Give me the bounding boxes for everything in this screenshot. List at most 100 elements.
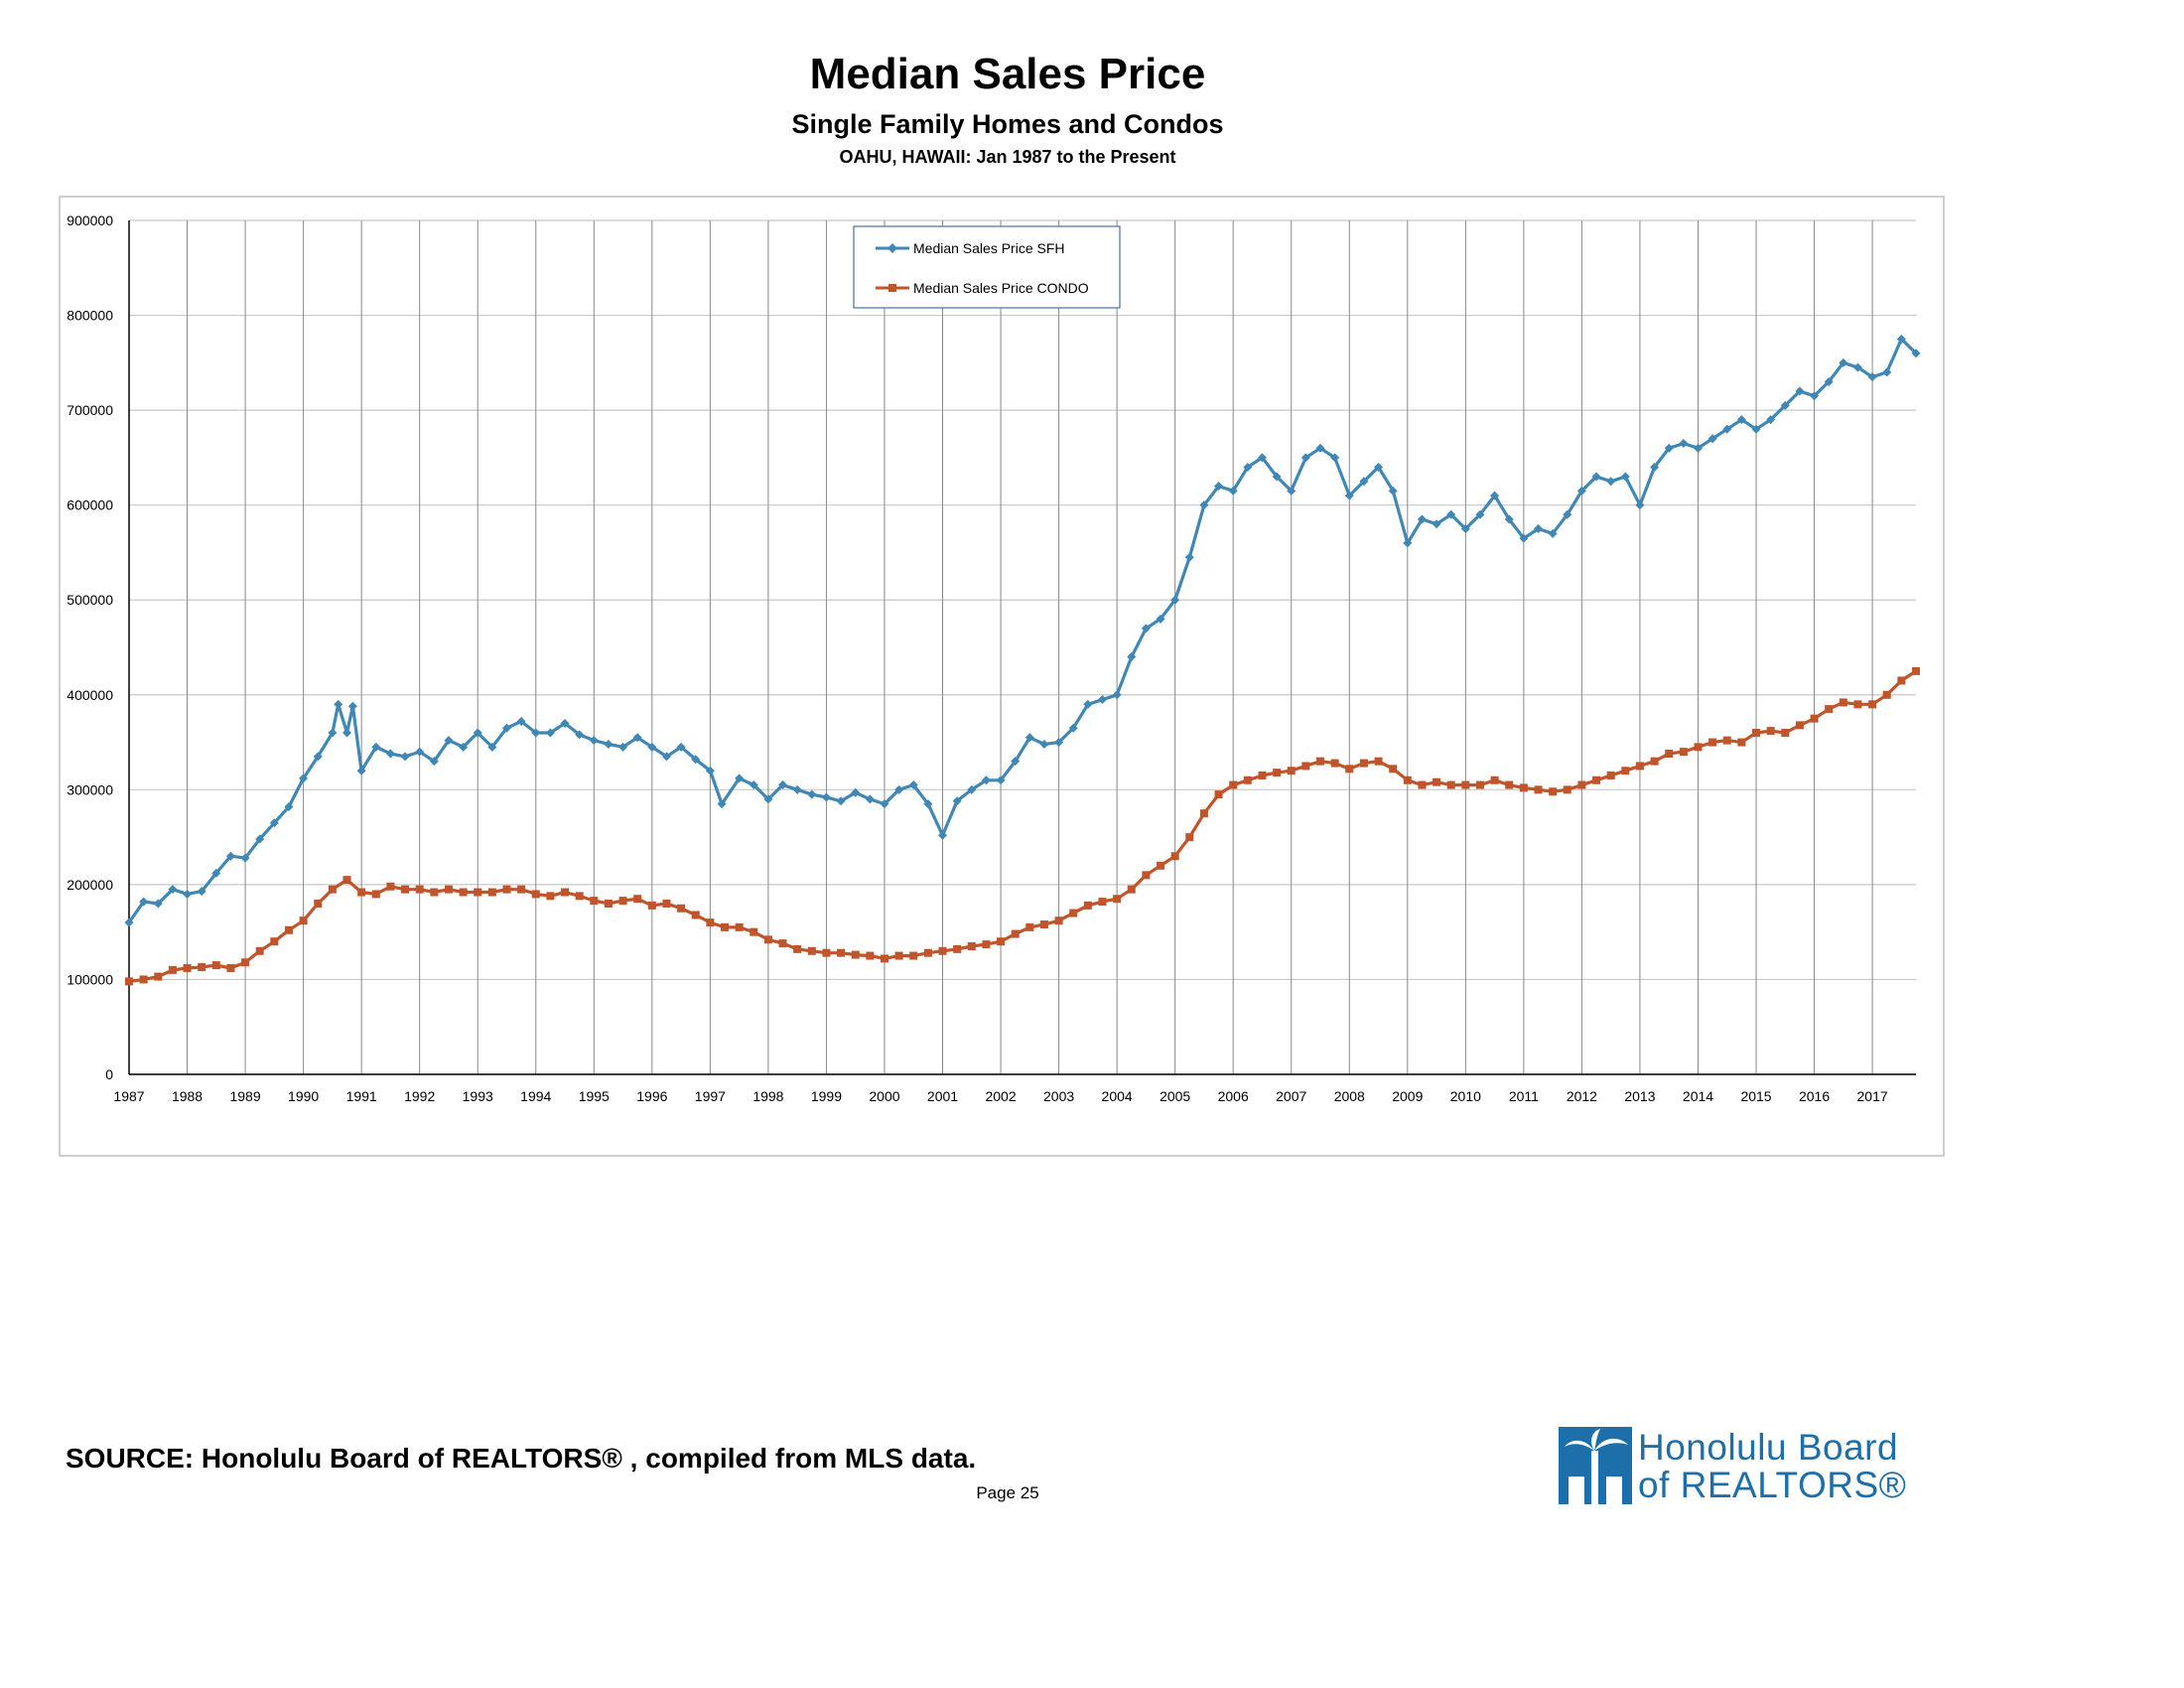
condo-point <box>1157 861 1165 870</box>
x-tick-label: 2005 <box>1160 1088 1190 1104</box>
x-tick-label: 2015 <box>1740 1088 1771 1104</box>
condo-point <box>604 900 613 908</box>
condo-point <box>1098 898 1107 907</box>
sfh-point <box>1751 424 1761 434</box>
sfh-point <box>342 728 352 738</box>
sfh-point <box>1519 533 1529 543</box>
sfh-point <box>1359 477 1369 487</box>
sfh-point <box>952 796 962 806</box>
condo-point <box>1142 871 1151 880</box>
condo-point <box>1665 750 1674 759</box>
sfh-point <box>211 868 221 878</box>
condo-point <box>1243 775 1252 784</box>
sfh-point <box>516 717 526 727</box>
condo-point <box>1912 666 1920 675</box>
sfh-point <box>560 718 570 728</box>
condo-point <box>270 937 279 946</box>
sfh-point <box>1563 509 1572 519</box>
condo-point <box>154 972 163 981</box>
condo-point <box>633 895 642 904</box>
condo-point <box>1345 765 1354 774</box>
sfh-point <box>1068 723 1078 733</box>
sfh-point <box>1896 334 1906 344</box>
condo-point <box>561 888 570 897</box>
sfh-point <box>400 752 410 762</box>
sfh-point <box>1024 733 1034 743</box>
legend-label-condo: Median Sales Price CONDO <box>913 280 1089 296</box>
condo-point <box>1853 700 1862 709</box>
sfh-point <box>531 728 541 738</box>
sfh-point <box>328 728 338 738</box>
sfh-point <box>1606 477 1616 487</box>
sfh-point <box>1054 738 1064 748</box>
sfh-point <box>1504 514 1514 524</box>
sfh-point <box>459 742 469 752</box>
condo-point <box>125 977 133 986</box>
condo-point <box>1374 757 1383 766</box>
sfh-point <box>981 775 991 785</box>
condo-point <box>1752 729 1761 737</box>
sfh-point <box>908 780 918 790</box>
sfh-point <box>1287 486 1297 495</box>
sfh-point <box>1576 486 1586 495</box>
condo-point <box>1577 780 1586 789</box>
x-tick-label: 1988 <box>172 1088 203 1104</box>
sfh-point <box>1693 443 1703 453</box>
y-tick-label: 900000 <box>67 212 113 228</box>
condo-point <box>866 951 875 960</box>
condo-point <box>139 975 148 984</box>
sfh-point <box>347 701 357 711</box>
sfh-point <box>545 728 555 738</box>
condo-point <box>1708 738 1717 747</box>
sfh-point <box>1199 500 1209 510</box>
sfh-point <box>371 742 381 752</box>
condo-point <box>1722 736 1731 745</box>
sfh-point <box>661 752 671 762</box>
x-tick-label: 1990 <box>288 1088 319 1104</box>
sfh-point <box>1097 695 1107 705</box>
condo-point <box>735 922 744 931</box>
condo-point <box>168 965 177 974</box>
palm-tree-icon <box>1559 1427 1632 1504</box>
condo-point <box>1446 780 1455 789</box>
sfh-point <box>1534 524 1544 534</box>
condo-point <box>1025 922 1034 931</box>
sfh-point <box>1460 524 1470 534</box>
legend-marker <box>887 243 897 253</box>
condo-point <box>1766 727 1775 736</box>
condo-point <box>618 897 627 906</box>
sfh-point <box>1011 757 1021 767</box>
condo-point <box>1694 743 1703 752</box>
sfh-point <box>1156 614 1165 624</box>
sfh-point <box>749 780 758 790</box>
sfh-point <box>851 787 861 797</box>
condo-point <box>546 892 555 901</box>
condo-point <box>1490 775 1499 784</box>
condo-point <box>211 961 220 970</box>
sfh-point <box>1170 595 1180 605</box>
condo-point <box>1069 909 1078 917</box>
condo-point <box>1418 780 1427 789</box>
condo-point <box>837 948 846 957</box>
condo-point <box>1592 775 1601 784</box>
sfh-point <box>1620 472 1630 482</box>
sfh-point <box>334 699 343 709</box>
x-tick-label: 1998 <box>752 1088 783 1104</box>
y-tick-label: 100000 <box>67 971 113 987</box>
condo-point <box>880 954 888 963</box>
sfh-point <box>865 794 875 804</box>
condo-point <box>822 948 831 957</box>
condo-point <box>1287 767 1296 775</box>
x-tick-label: 1991 <box>346 1088 377 1104</box>
sfh-point <box>1141 624 1151 633</box>
condo-point <box>997 937 1006 946</box>
condo-point <box>793 944 802 953</box>
sfh-point <box>589 736 599 746</box>
sfh-point <box>1403 538 1413 548</box>
sfh-point <box>735 774 745 783</box>
sfh-point <box>1214 482 1224 492</box>
sfh-point <box>792 784 802 794</box>
chart-frame <box>59 196 1945 1157</box>
sfh-point <box>1707 434 1717 444</box>
sfh-point <box>1548 528 1558 538</box>
